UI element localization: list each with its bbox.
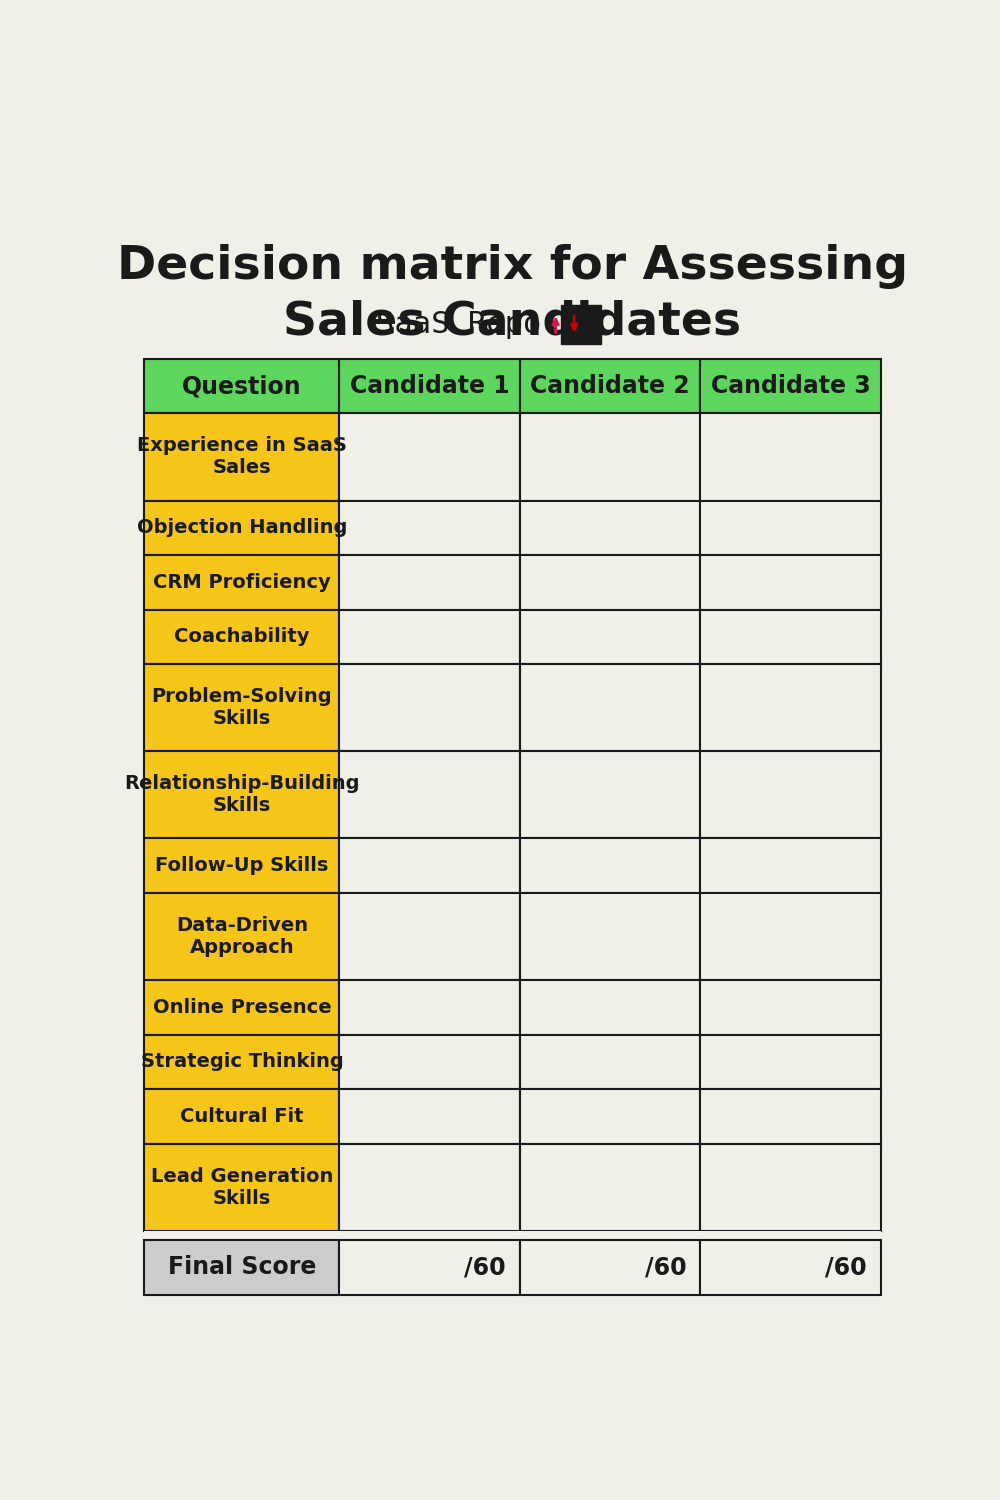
Bar: [700, 414, 881, 501]
Bar: [520, 664, 700, 752]
Bar: [144, 358, 339, 414]
Bar: [700, 752, 881, 839]
Bar: [339, 1089, 520, 1143]
Text: Online Presence: Online Presence: [153, 998, 331, 1017]
Bar: [520, 609, 700, 664]
Bar: [339, 980, 520, 1035]
Bar: [520, 501, 700, 555]
Bar: [520, 1089, 700, 1143]
Text: Decision matrix for Assessing
Sales Candidates: Decision matrix for Assessing Sales Cand…: [117, 243, 908, 344]
Text: /60: /60: [825, 1256, 867, 1280]
Bar: [700, 1089, 881, 1143]
Text: Follow-Up Skills: Follow-Up Skills: [155, 856, 329, 874]
Bar: [339, 892, 520, 980]
Bar: [520, 839, 700, 892]
Bar: [339, 358, 520, 414]
Bar: [339, 501, 520, 555]
Bar: [339, 752, 520, 839]
Bar: [520, 752, 700, 839]
Bar: [520, 892, 700, 980]
Text: /60: /60: [645, 1256, 686, 1280]
Bar: [520, 980, 700, 1035]
Text: SaaS Repo: SaaS Repo: [376, 310, 541, 339]
Bar: [339, 839, 520, 892]
Text: Candidate 1: Candidate 1: [350, 374, 509, 398]
Bar: [700, 839, 881, 892]
Text: Candidate 3: Candidate 3: [711, 374, 870, 398]
Bar: [339, 609, 520, 664]
Text: Final Score: Final Score: [168, 1256, 316, 1280]
FancyBboxPatch shape: [561, 304, 601, 344]
Bar: [144, 664, 339, 752]
Bar: [700, 980, 881, 1035]
Bar: [700, 358, 881, 414]
Bar: [700, 609, 881, 664]
Bar: [339, 1240, 520, 1294]
Bar: [144, 1232, 881, 1240]
Text: Objection Handling: Objection Handling: [137, 519, 347, 537]
Bar: [144, 1143, 339, 1232]
Bar: [700, 892, 881, 980]
Text: Coachability: Coachability: [174, 627, 310, 646]
Text: Question: Question: [182, 374, 302, 398]
Text: /60: /60: [464, 1256, 506, 1280]
Bar: [700, 555, 881, 609]
Bar: [520, 358, 700, 414]
Bar: [700, 501, 881, 555]
Bar: [144, 1089, 339, 1143]
Text: Cultural Fit: Cultural Fit: [180, 1107, 304, 1126]
Text: Relationship-Building
Skills: Relationship-Building Skills: [124, 774, 360, 816]
Text: Strategic Thinking: Strategic Thinking: [141, 1053, 343, 1071]
Bar: [144, 1035, 339, 1089]
Bar: [520, 414, 700, 501]
Bar: [700, 1143, 881, 1232]
Bar: [520, 1240, 700, 1294]
Bar: [144, 501, 339, 555]
Bar: [700, 1240, 881, 1294]
Bar: [144, 609, 339, 664]
Bar: [700, 1035, 881, 1089]
Bar: [144, 839, 339, 892]
Bar: [144, 414, 339, 501]
Bar: [144, 980, 339, 1035]
Text: Data-Driven
Approach: Data-Driven Approach: [176, 916, 308, 957]
Bar: [144, 752, 339, 839]
Bar: [520, 555, 700, 609]
Bar: [339, 555, 520, 609]
Bar: [339, 414, 520, 501]
Text: Experience in SaaS
Sales: Experience in SaaS Sales: [137, 436, 347, 477]
Text: Candidate 2: Candidate 2: [530, 374, 690, 398]
Bar: [520, 1035, 700, 1089]
Bar: [339, 1035, 520, 1089]
Text: CRM Proficiency: CRM Proficiency: [153, 573, 331, 592]
Bar: [339, 664, 520, 752]
Bar: [339, 1143, 520, 1232]
Text: Lead Generation
Skills: Lead Generation Skills: [151, 1167, 333, 1208]
Bar: [520, 1143, 700, 1232]
Bar: [144, 555, 339, 609]
Text: Problem-Solving
Skills: Problem-Solving Skills: [152, 687, 332, 728]
Bar: [700, 664, 881, 752]
Bar: [144, 1240, 339, 1294]
Bar: [144, 892, 339, 980]
